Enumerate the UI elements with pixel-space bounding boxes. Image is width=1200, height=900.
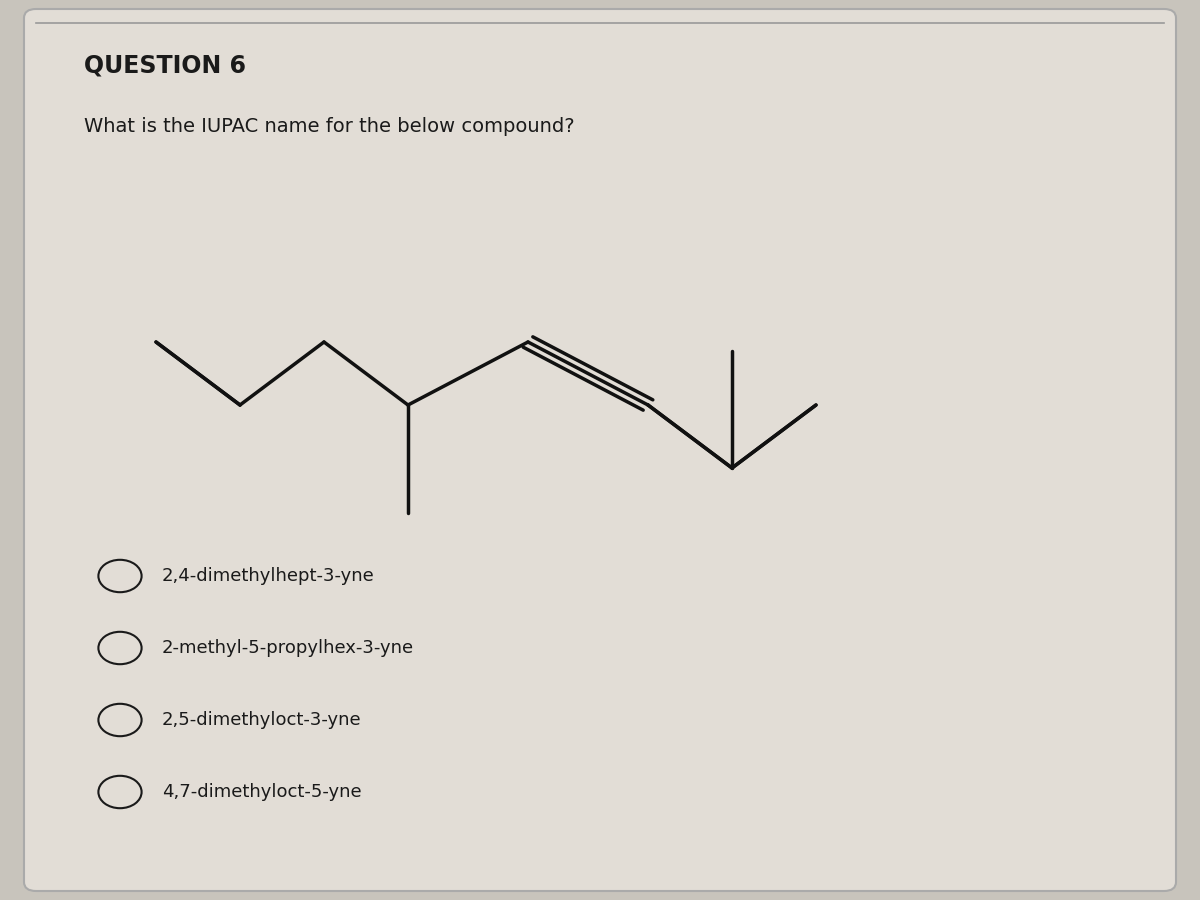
Text: 4,7-dimethyloct-5-yne: 4,7-dimethyloct-5-yne <box>162 783 361 801</box>
Text: QUESTION 6: QUESTION 6 <box>84 54 246 78</box>
Text: 2-methyl-5-propylhex-3-yne: 2-methyl-5-propylhex-3-yne <box>162 639 414 657</box>
FancyBboxPatch shape <box>24 9 1176 891</box>
Text: 2,4-dimethylhept-3-yne: 2,4-dimethylhept-3-yne <box>162 567 374 585</box>
Text: 2,5-dimethyloct-3-yne: 2,5-dimethyloct-3-yne <box>162 711 361 729</box>
Text: What is the IUPAC name for the below compound?: What is the IUPAC name for the below com… <box>84 117 575 136</box>
